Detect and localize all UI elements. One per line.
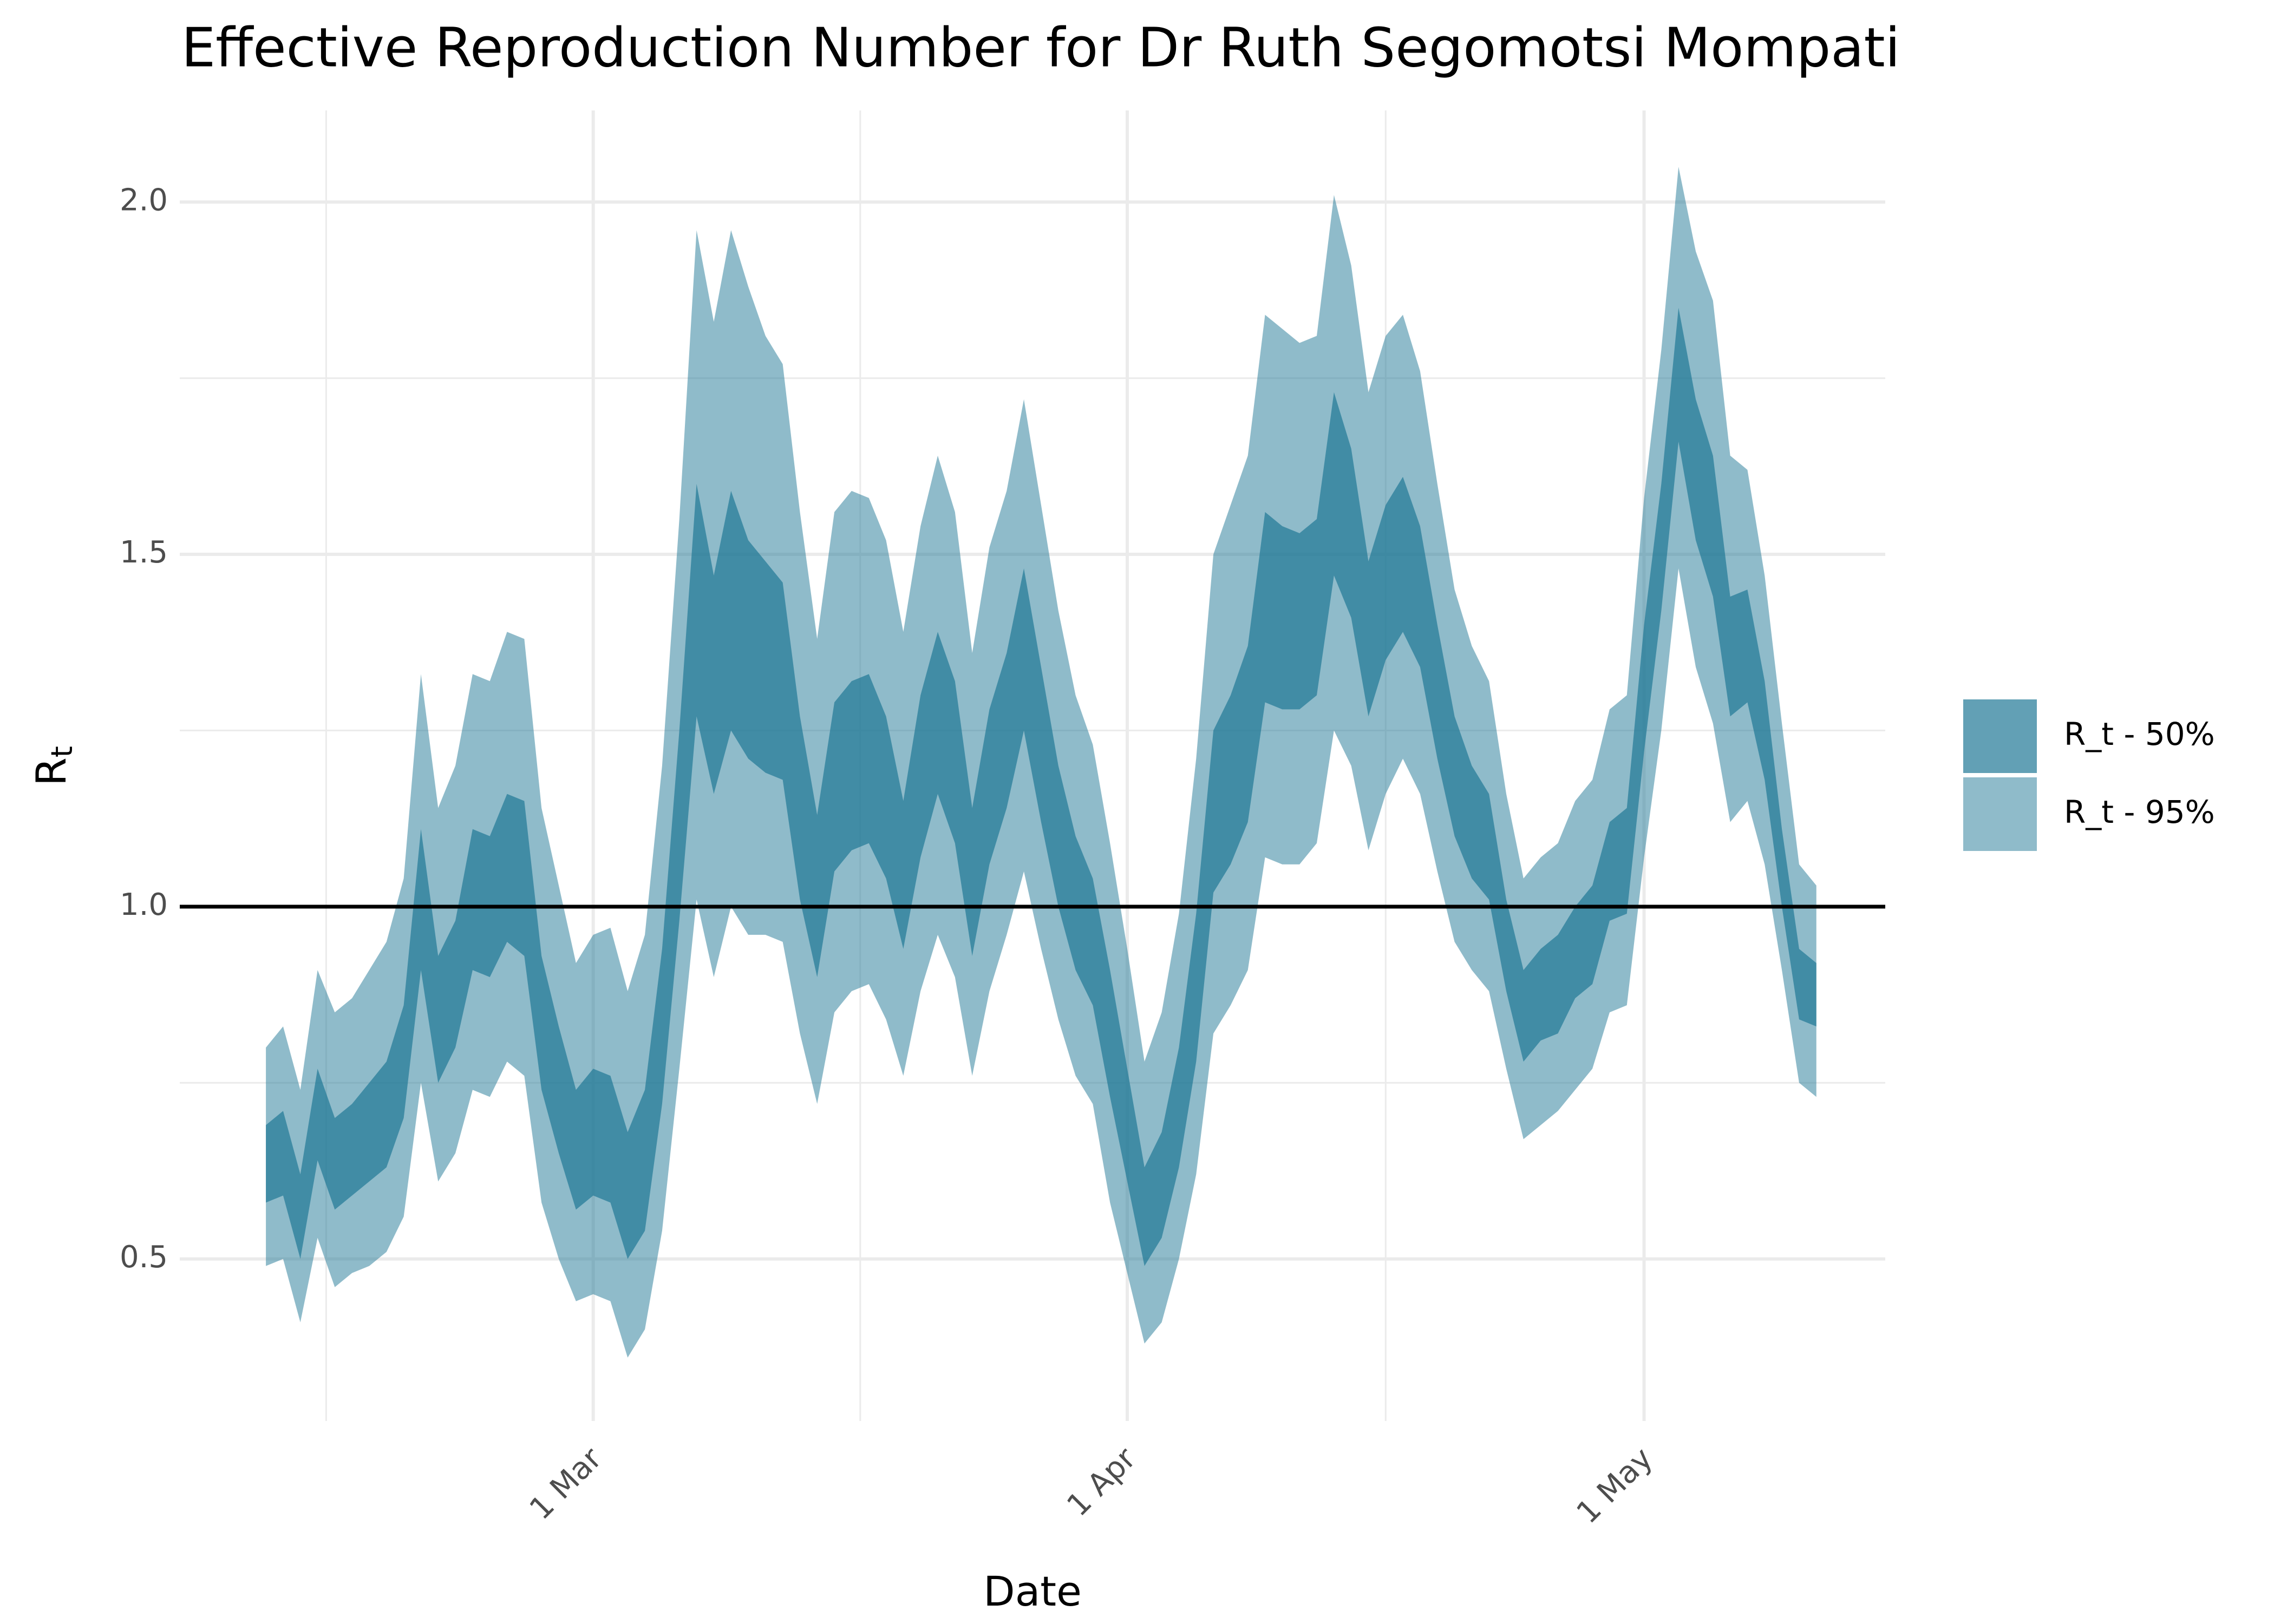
legend-label: R_t - 50% xyxy=(2064,716,2215,752)
ribbon-band xyxy=(266,307,1816,1266)
y-axis-title-main: R xyxy=(27,757,75,786)
legend-key xyxy=(1963,777,2037,851)
x-tick-label: 1 Mar xyxy=(523,1440,609,1527)
y-tick-label: 1.0 xyxy=(120,887,168,922)
y-tick-label: 2.0 xyxy=(120,182,168,218)
x-axis-title: Date xyxy=(983,1567,1082,1615)
legend-key xyxy=(1963,699,2037,773)
x-tick-label: 1 May xyxy=(1570,1441,1660,1531)
legend-label: R_t - 95% xyxy=(2064,794,2215,830)
chart-title: Effective Reproduction Number for Dr Rut… xyxy=(181,16,1900,79)
y-axis-title-subscript: t xyxy=(45,746,79,757)
y-tick-label: 0.5 xyxy=(120,1240,168,1275)
y-axis-title: Rt xyxy=(27,746,79,786)
x-tick-label: 1 Apr xyxy=(1060,1440,1143,1523)
y-tick-label: 1.5 xyxy=(120,535,168,570)
